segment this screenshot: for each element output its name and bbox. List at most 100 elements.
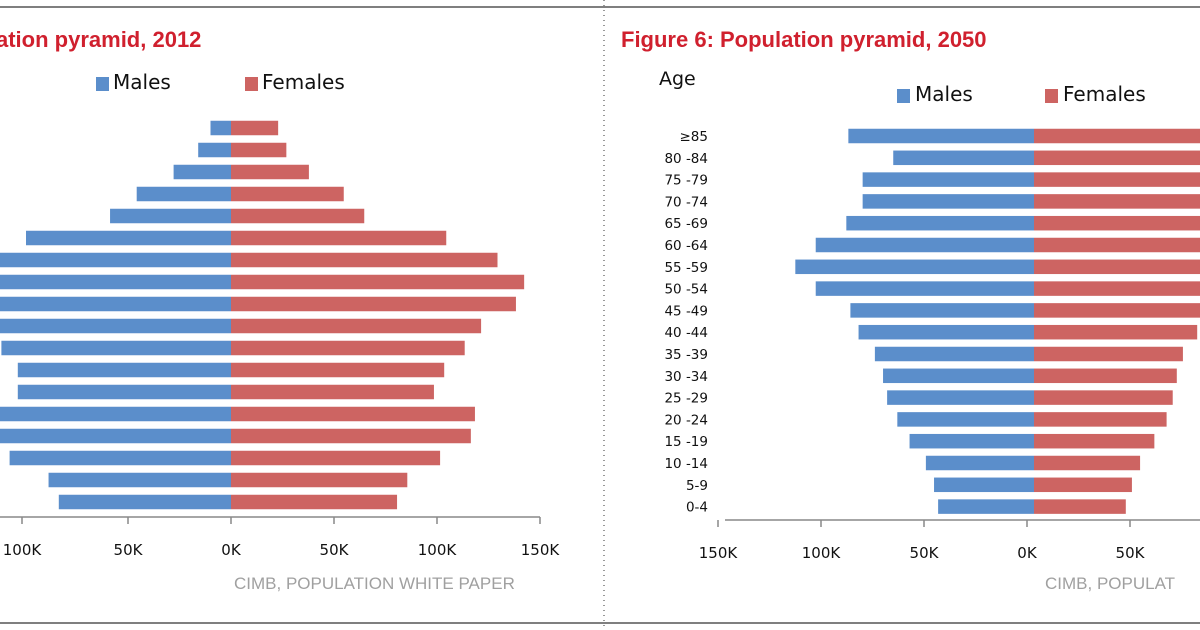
bar-females-2050-6 — [1034, 259, 1200, 275]
bar-females-2012-6 — [231, 252, 498, 268]
bar-males-2012-10 — [1, 340, 232, 356]
legend-label-females-2012: Females — [262, 70, 345, 94]
bar-males-2050-5 — [815, 237, 1034, 253]
bar-males-2050-4 — [846, 215, 1034, 231]
bar-females-2012-13 — [231, 406, 475, 422]
tick-label-2012-4: 100K — [418, 541, 458, 559]
bar-females-2012-17 — [231, 494, 398, 510]
bar-females-2050-2 — [1034, 172, 1200, 187]
age-label-2050-17: 0-4 — [686, 500, 708, 516]
bar-males-2012-16 — [48, 472, 231, 488]
bar-males-2012-3 — [136, 186, 231, 202]
bar-males-2050-17 — [938, 499, 1034, 514]
legend-label-males-2050: Males — [915, 82, 973, 106]
age-label-2050-1: 80 -84 — [664, 151, 708, 167]
bar-males-2012-17 — [58, 494, 231, 510]
age-label-2050-9: 40 -44 — [664, 325, 708, 341]
legend-swatch-females-2050 — [1045, 89, 1058, 103]
legend-swatch-females-2012 — [245, 77, 258, 91]
age-label-2050-13: 20 -24 — [664, 412, 708, 428]
bar-females-2050-16 — [1034, 477, 1132, 493]
bar-females-2012-4 — [231, 208, 365, 224]
source-note-2012: CIMB, POPULATION WHITE PAPER — [234, 574, 515, 593]
bar-females-2012-2 — [231, 164, 309, 180]
bar-males-2050-16 — [934, 477, 1034, 493]
age-label-2050-5: 60 -64 — [664, 238, 708, 254]
source-note-2050: CIMB, POPULAT — [1045, 574, 1175, 593]
age-label-2050-16: 5-9 — [686, 478, 708, 494]
bar-males-2050-11 — [883, 368, 1034, 384]
bar-males-2012-0 — [210, 120, 231, 136]
bar-males-2050-3 — [862, 194, 1034, 209]
bar-females-2012-0 — [231, 120, 279, 136]
tick-label-2012-2: 0K — [221, 541, 242, 559]
bar-females-2050-17 — [1034, 499, 1126, 514]
bar-males-2012-14 — [0, 428, 232, 444]
age-label-2050-14: 15 -19 — [664, 434, 708, 450]
bar-females-2050-9 — [1034, 324, 1198, 340]
tick-label-2012-1: 50K — [114, 541, 144, 559]
age-label-2050-7: 50 -54 — [664, 282, 708, 298]
bars-2050 — [795, 128, 1200, 514]
bar-females-2012-11 — [231, 362, 445, 378]
bar-females-2050-8 — [1034, 303, 1200, 318]
bar-females-2012-7 — [231, 274, 525, 290]
bar-males-2012-1 — [198, 142, 231, 158]
tick-label-2012-5: 150K — [521, 541, 561, 559]
tick-label-2050-0: 150K — [699, 544, 739, 562]
bar-females-2050-11 — [1034, 368, 1177, 384]
bar-females-2012-9 — [231, 318, 482, 334]
bar-males-2012-15 — [9, 450, 231, 466]
bar-females-2050-15 — [1034, 455, 1141, 471]
age-label-2050-11: 30 -34 — [664, 369, 708, 385]
tick-label-2050-3: 0K — [1017, 544, 1038, 562]
pyramid-2012-chart: ation pyramid, 2012 Males Females 100K 50… — [0, 27, 560, 593]
bar-males-2012-7 — [0, 274, 231, 290]
tick-label-2050-4: 50K — [1116, 544, 1146, 562]
bar-females-2012-15 — [231, 450, 441, 466]
age-label-2050-3: 70 -74 — [664, 194, 708, 210]
bar-males-2050-12 — [887, 390, 1034, 405]
age-label-2050-8: 45 -49 — [664, 303, 708, 319]
bar-males-2050-8 — [850, 303, 1034, 318]
bar-males-2012-6 — [0, 252, 231, 268]
age-label-2050-10: 35 -39 — [664, 347, 708, 363]
legend-swatch-males-2012 — [96, 77, 109, 91]
bar-males-2050-2 — [862, 172, 1034, 187]
bar-females-2012-3 — [231, 186, 344, 202]
bar-females-2050-13 — [1034, 412, 1167, 427]
bar-males-2012-5 — [26, 230, 231, 246]
bar-males-2012-2 — [173, 164, 231, 180]
bar-females-2012-16 — [231, 472, 408, 488]
y-axis-title-age: Age — [659, 68, 696, 90]
bar-females-2050-3 — [1034, 194, 1200, 209]
bar-females-2012-14 — [231, 428, 471, 444]
bar-females-2012-5 — [231, 230, 447, 246]
x-ticks-2050: 150K 100K 50K 0K 50K — [699, 520, 1146, 562]
bar-females-2050-14 — [1034, 433, 1155, 449]
age-label-2050-4: 65 -69 — [664, 216, 708, 232]
bar-females-2050-10 — [1034, 346, 1183, 362]
age-label-2050-2: 75 -79 — [664, 173, 708, 189]
bar-males-2050-13 — [897, 412, 1034, 427]
chart-title-2012: ation pyramid, 2012 — [0, 27, 201, 52]
bars-2012 — [0, 120, 525, 510]
legend-swatch-males-2050 — [897, 89, 910, 103]
x-ticks-2012: 100K 50K 0K 50K 100K 150K — [3, 517, 561, 559]
tick-label-2050-1: 100K — [802, 544, 842, 562]
age-label-2050-6: 55 -59 — [664, 260, 708, 276]
bar-females-2012-10 — [231, 340, 465, 356]
tick-label-2012-3: 50K — [320, 541, 350, 559]
age-label-2050-0: ≥85 — [680, 129, 709, 145]
bar-males-2050-6 — [795, 259, 1034, 275]
bar-females-2050-0 — [1034, 128, 1200, 144]
pyramid-2050-chart: Figure 6: Population pyramid, 2050 Age M… — [621, 27, 1200, 593]
bar-females-2012-12 — [231, 384, 434, 400]
bar-females-2012-8 — [231, 296, 516, 312]
bar-males-2012-9 — [0, 318, 231, 334]
chart-title-2050: Figure 6: Population pyramid, 2050 — [621, 27, 987, 52]
bar-males-2050-15 — [925, 455, 1034, 471]
bar-females-2050-7 — [1034, 281, 1200, 296]
bar-males-2050-7 — [815, 281, 1034, 296]
